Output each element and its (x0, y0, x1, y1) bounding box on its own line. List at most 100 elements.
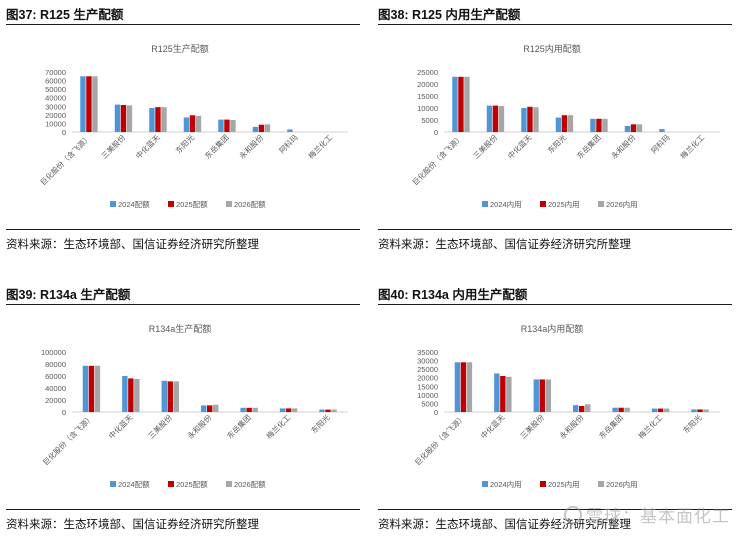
bar-2025内用-5 (630, 124, 637, 132)
bar-2024内用-0 (454, 362, 461, 412)
category-label: 三美股份 (471, 132, 500, 161)
bar-2026配额-3 (213, 404, 219, 412)
bar-2024配额-6 (287, 129, 293, 132)
y-tick-label: 10000 (417, 104, 438, 113)
y-tick-label: 20000 (45, 111, 66, 120)
category-label: 永和股份 (609, 132, 638, 161)
bar-2025内用-1 (500, 376, 506, 412)
bar-2025配额-2 (167, 381, 173, 412)
title-rule (6, 24, 360, 25)
category-label: 三美股份 (99, 132, 128, 161)
bar-2024配额-3 (183, 117, 190, 132)
bar-2025配额-5 (258, 124, 265, 132)
r134a-domestic-quota-chart: R134a内用配额 0500010000150002000025000300003… (412, 323, 720, 489)
bar-2024配额-2 (161, 380, 167, 412)
category-label: 三美股份 (518, 412, 547, 441)
y-tick-label: 20000 (417, 374, 438, 383)
source-note: 资料来源：生态环境部、国信证券经济研究所整理 (378, 239, 631, 251)
legend-label: 2025配额 (176, 479, 208, 489)
bar-2024内用-4 (612, 407, 618, 412)
bar-2024配额-5 (279, 408, 286, 412)
legend-swatch (168, 201, 174, 207)
y-tick-label: 70000 (45, 68, 66, 77)
figure-39-panel: 图39: R134a 生产配额 R134a生产配额 0 20000 40000 6000… (0, 280, 360, 545)
source-rule (378, 229, 732, 230)
bar-2026内用-0 (466, 362, 473, 412)
bar-2024配额-0 (80, 76, 86, 132)
bar-2025内用-4 (618, 407, 624, 412)
category-label: 永和股份 (185, 412, 214, 441)
legend-label: 2025内用 (548, 199, 580, 209)
bar-2025配额-6 (325, 409, 331, 412)
y-tick-label: 100000 (41, 348, 66, 357)
bar-2026内用-3 (585, 404, 591, 412)
bar-2024配额-6 (319, 409, 325, 412)
category-label: 阿科玛 (277, 132, 300, 155)
bar-2025内用-2 (539, 379, 545, 412)
bar-2026配额-2 (161, 107, 167, 132)
category-label: 东岳集团 (597, 412, 625, 440)
bar-2024内用-6 (659, 129, 665, 132)
legend-swatch (482, 481, 488, 487)
source-note: 资料来源：生态环境部、国信证券经济研究所整理 (6, 239, 259, 251)
bar-2024配额-1 (122, 376, 128, 412)
y-tick-label: 40000 (45, 94, 66, 103)
bar-2024内用-3 (555, 117, 562, 132)
legend-label: 2024配额 (118, 479, 150, 489)
legend-label: 2026配额 (234, 479, 266, 489)
y-tick-label: 10000 (417, 391, 438, 400)
legend-label: 2026内用 (606, 479, 638, 489)
y-tick-label: 0 (62, 128, 66, 137)
legend-swatch (226, 201, 232, 207)
bar-2026配额-5 (291, 408, 298, 412)
y-tick-label: 30000 (45, 102, 66, 111)
r125-production-quota-chart: R125生产配额 01000020000300004000050000600007… (38, 43, 348, 209)
bar-2025配额-0 (86, 76, 92, 132)
y-tick-label: 15000 (417, 92, 438, 101)
legend-swatch (598, 201, 604, 207)
bar-2024内用-3 (573, 405, 579, 412)
bar-2024配额-4 (218, 119, 224, 132)
y-tick-label: 60000 (45, 372, 66, 381)
chart-title: R125生产配额 (151, 43, 209, 54)
bar-2024配额-0 (82, 365, 89, 412)
bar-2024配额-1 (114, 104, 121, 132)
bar-2025内用-0 (458, 76, 464, 132)
figure-37-panel: 图37: R125 生产配额 R125生产配额 0 10000 20000 30000 4… (0, 0, 360, 265)
bar-2026配额-4 (252, 407, 258, 412)
y-tick-label: 30000 (417, 357, 438, 366)
y-tick-label: 0 (434, 408, 438, 417)
legend-swatch (598, 481, 604, 487)
bar-2025配额-4 (224, 119, 230, 132)
source-rule (378, 509, 732, 510)
bar-2025配额-0 (88, 365, 95, 412)
bar-2026内用-6 (703, 409, 709, 412)
category-label: 梅兰化工 (264, 412, 293, 441)
bar-2024内用-1 (494, 373, 500, 412)
bar-2026内用-4 (624, 407, 630, 412)
bar-2026内用-3 (567, 115, 574, 132)
category-label: 东岳集团 (202, 132, 230, 160)
y-tick-label: 20000 (417, 80, 438, 89)
bar-2025内用-3 (561, 115, 568, 132)
bar-2025配额-5 (285, 408, 292, 412)
y-tick-label: 5000 (421, 399, 438, 408)
legend-swatch (540, 481, 546, 487)
category-label: 东岳集团 (225, 412, 253, 440)
legend-swatch (226, 481, 232, 487)
bar-2026配额-1 (126, 105, 133, 132)
figure-title: 图37: R125 生产配额 (6, 8, 124, 22)
category-label: 永和股份 (557, 412, 586, 441)
category-label: 巨化股份（含飞源） (38, 132, 93, 187)
bar-2024内用-6 (691, 409, 697, 412)
legend-label: 2024配额 (118, 199, 150, 209)
y-tick-label: 60000 (45, 77, 66, 86)
legend-swatch (540, 201, 546, 207)
title-rule (378, 304, 732, 305)
bar-2026内用-1 (506, 376, 512, 412)
bar-2026内用-4 (602, 118, 608, 132)
bar-2026配额-5 (264, 124, 271, 132)
r134a-production-quota-chart: R134a生产配额 0 20000 40000 60000 80000 100000 巨化股份… (40, 323, 348, 489)
bar-2026配额-3 (195, 115, 202, 132)
bar-2025配额-1 (120, 105, 127, 132)
